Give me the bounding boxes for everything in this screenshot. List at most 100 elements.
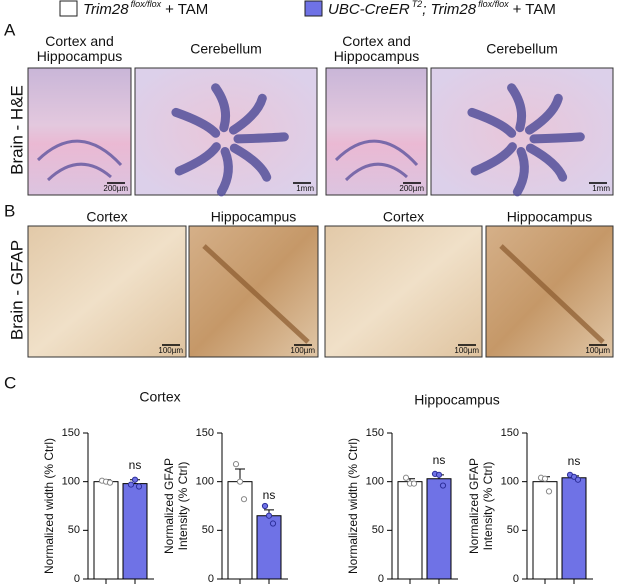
image-title: Cortex [86,209,127,225]
folium [171,107,221,138]
folium [512,146,529,197]
y-tick-label: 50 [372,524,384,536]
folium [525,143,568,182]
folium [467,107,517,138]
folium [174,142,221,176]
y-axis-label: Normalized GFAP [162,458,176,554]
y-tick-label: 0 [208,573,214,585]
legend-part: + TAM [165,1,208,18]
panel-label: A [4,20,16,39]
y-tick-label: 150 [366,427,384,439]
y-tick-label: 0 [513,573,519,585]
image-title: Cortex and [342,33,410,49]
hippocampus [46,162,112,182]
data-point [236,478,244,485]
folium [529,132,585,144]
data-point [439,482,447,489]
cell-layer [499,244,605,344]
legend-part: flox/flox [131,0,162,9]
hippocampus [36,139,123,167]
scale-label: 100µm [585,346,610,355]
row-label: Brain - GFAP [7,240,26,340]
data-point [232,461,240,468]
y-tick-label: 50 [68,524,80,536]
y-tick-label: 0 [74,573,80,585]
section-header: Hippocampus [414,392,500,408]
legend-part: UBC-CreER [328,1,410,18]
data-point [435,471,443,478]
legend-swatch [304,0,323,17]
data-point [131,476,139,483]
scale-label: 200µm [399,184,424,193]
data-point [402,474,410,481]
image-title: Hippocampus [507,209,593,225]
y-tick-label: 50 [507,524,519,536]
bar [256,515,282,580]
data-point [265,512,273,519]
y-axis-label: Normalized width (% Ctrl) [346,438,360,574]
panel-label: B [4,201,15,220]
data-point [570,473,578,480]
scale-label: 1mm [592,184,610,193]
y-tick-label: 0 [378,573,384,585]
section-header: Cortex [139,389,180,405]
scale-label: 100µm [290,346,315,355]
data-point [541,475,549,482]
scale-label: 100µm [454,346,479,355]
legend-part: + TAM [513,1,556,18]
scale-label: 1mm [296,184,314,193]
cell-layer [202,244,310,344]
image-title: Cortex and [45,33,113,49]
significance-label: ns [129,458,142,472]
bar [561,477,587,580]
data-point [135,483,143,490]
micrograph [324,225,483,358]
folium [229,143,272,182]
data-point [269,520,277,527]
data-point [410,480,418,487]
bar [532,481,558,580]
data-point [261,502,269,510]
y-tick-label: 150 [501,427,519,439]
legend-label: Trim28 flox/flox + TAM [83,0,208,18]
data-point [545,488,553,495]
significance-label: ns [433,453,446,467]
y-tick-label: 100 [501,476,519,488]
y-axis-label: Normalized GFAP [467,458,481,554]
scale-label: 200µm [103,184,128,193]
hippocampus [344,162,408,182]
row-label: Brain - H&E [7,85,26,175]
data-point [240,496,248,503]
bar [122,483,148,580]
data-point [574,476,582,483]
y-tick-label: 150 [62,427,80,439]
y-tick-label: 100 [62,476,80,488]
legend-label: UBC-CreER T2; Trim28 flox/flox + TAM [328,0,556,18]
bar [397,481,423,580]
legend-swatch [59,0,78,17]
image-title: Hippocampus [334,48,420,64]
folium [524,93,563,135]
image-title: Hippocampus [211,209,297,225]
hippocampus [334,139,419,167]
y-axis-label: Intensity (% Ctrl) [176,462,190,551]
image-title: Cortex [383,209,424,225]
bar [227,481,253,580]
micrograph [27,225,187,358]
y-axis-label: Normalized width (% Ctrl) [42,438,56,574]
significance-label: ns [263,488,276,502]
image-title: Cerebellum [190,41,262,57]
y-axis-label: Intensity (% Ctrl) [481,462,495,551]
bar [93,481,119,580]
legend-part: T2 [412,0,423,9]
significance-label: ns [568,454,581,468]
folium [233,132,289,144]
y-tick-label: 100 [366,476,384,488]
legend-part: flox/flox [478,0,509,9]
y-tick-label: 150 [196,427,214,439]
panel-label: C [4,373,16,392]
folium [211,83,231,133]
legend-part: ; Trim28 [422,1,477,18]
scale-label: 100µm [158,346,183,355]
